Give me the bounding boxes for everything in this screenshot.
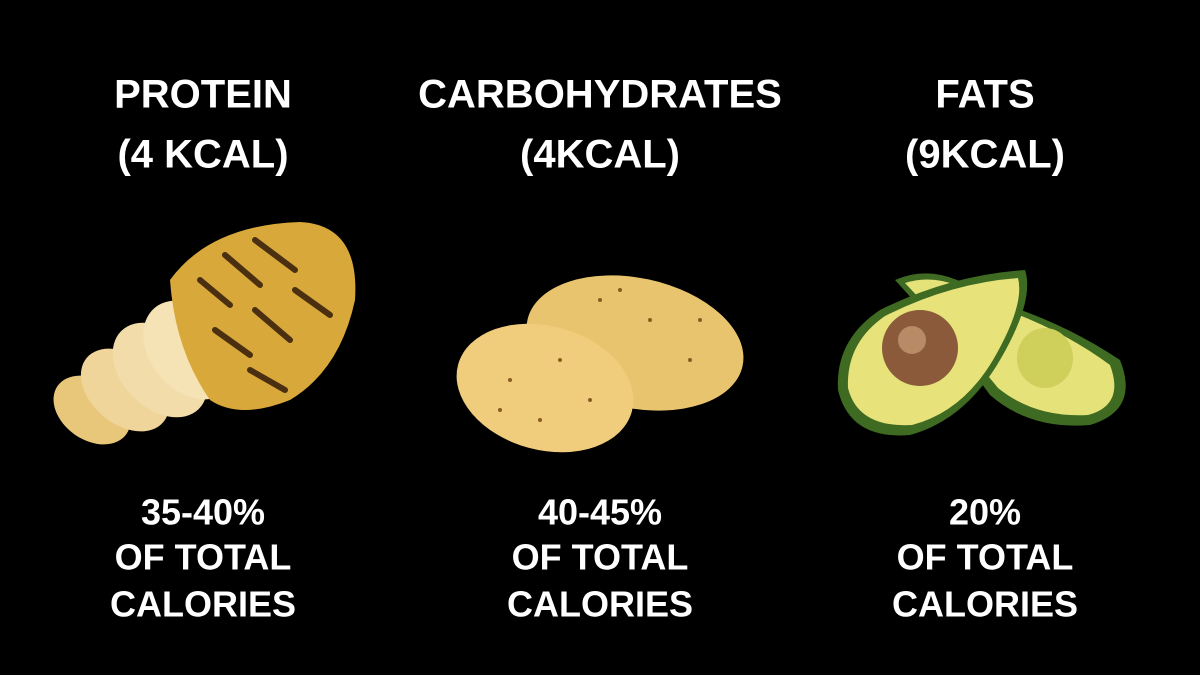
chicken-image bbox=[53, 222, 356, 445]
calorie-share: CALORIES bbox=[507, 584, 693, 625]
calorie-share: OF TOTAL bbox=[897, 537, 1074, 578]
column-title: (4KCAL) bbox=[520, 133, 680, 177]
calorie-share: OF TOTAL bbox=[115, 537, 292, 578]
calorie-share: CALORIES bbox=[110, 584, 296, 625]
potato-image bbox=[456, 275, 744, 453]
column-title: PROTEIN bbox=[114, 73, 292, 117]
column-title: FATS bbox=[935, 73, 1034, 117]
calorie-share: CALORIES bbox=[892, 584, 1078, 625]
column-title: (4 KCAL) bbox=[117, 133, 288, 177]
calorie-share: 40-45% bbox=[538, 492, 662, 533]
calorie-share: OF TOTAL bbox=[512, 537, 689, 578]
calorie-share: 35-40% bbox=[141, 492, 265, 533]
avocado-image bbox=[837, 270, 1126, 436]
column-title: (9KCAL) bbox=[905, 133, 1065, 177]
column-title: CARBOHYDRATES bbox=[418, 73, 782, 117]
calorie-share: 20% bbox=[949, 492, 1021, 533]
